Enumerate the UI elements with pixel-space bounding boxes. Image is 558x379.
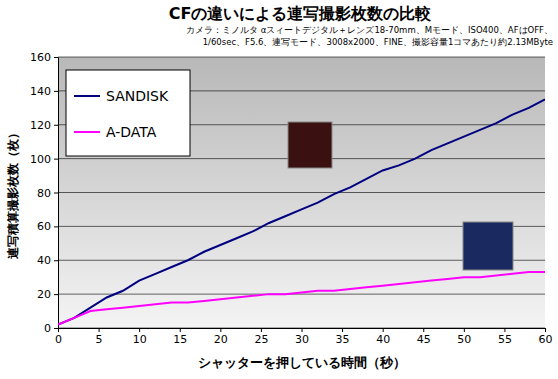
tick-mark — [545, 328, 546, 332]
tick: 120 — [30, 119, 58, 132]
tick-mark — [302, 328, 303, 332]
tick: 40 — [37, 254, 58, 267]
tick-mark — [54, 260, 58, 261]
tick: 20 — [214, 328, 228, 346]
tick-mark — [464, 328, 465, 332]
tick: 50 — [457, 328, 471, 346]
tick: 10 — [133, 328, 147, 346]
grid-line — [58, 294, 545, 295]
tick-mark — [54, 328, 58, 329]
tick: 0 — [55, 328, 62, 346]
tick: 100 — [30, 153, 58, 166]
tick-mark — [504, 328, 505, 332]
tick-label: 120 — [30, 119, 51, 132]
tick: 25 — [254, 328, 268, 346]
tick: 140 — [30, 85, 58, 98]
tick-label: 35 — [336, 333, 350, 346]
x-axis-label: シャッターを押している時間（秒） — [198, 355, 406, 370]
tick-label: 40 — [37, 254, 51, 267]
tick-mark — [54, 159, 58, 160]
tick-mark — [342, 328, 343, 332]
subtitle: 1/60sec、F5.6、連写モード、3008x2000、FINE、撮影容量1コ… — [203, 37, 553, 47]
axis-line — [59, 329, 546, 333]
tick-label: 40 — [376, 333, 390, 346]
legend: SANDISK A-DATA — [66, 70, 190, 156]
tick-label: 10 — [133, 333, 147, 346]
tick-label: 80 — [37, 187, 51, 200]
tick-mark — [220, 328, 221, 332]
tick: 0 — [44, 322, 58, 335]
tick-label: 5 — [96, 333, 103, 346]
card-icon — [288, 122, 332, 168]
tick-label: 60 — [539, 333, 553, 346]
tick-label: 0 — [44, 322, 51, 335]
tick-label: 0 — [55, 333, 62, 346]
tick: 30 — [295, 328, 309, 346]
tick: 60 — [539, 328, 553, 346]
tick-mark — [54, 294, 58, 295]
x-axis: 0 5 10 15 20 25 30 35 40 45 50 55 60 — [55, 328, 553, 346]
tick: 40 — [376, 328, 390, 346]
grid-line — [58, 192, 545, 193]
tick-label: 45 — [417, 333, 431, 346]
tick-mark — [180, 328, 181, 332]
legend-label: A-DATA — [106, 124, 157, 140]
tick-mark — [54, 91, 58, 92]
plot-background — [58, 57, 545, 328]
legend-swatch — [74, 131, 100, 133]
tick: 35 — [336, 328, 350, 346]
tick-label: 100 — [30, 153, 51, 166]
grid-line — [58, 57, 545, 58]
series-lines — [58, 99, 545, 324]
tick: 15 — [173, 328, 187, 346]
series-line — [58, 99, 545, 324]
axis-line — [54, 58, 59, 329]
legend-swatch — [74, 95, 100, 97]
tick-mark — [383, 328, 384, 332]
tick-mark — [139, 328, 140, 332]
series-line — [58, 272, 545, 325]
card-icon — [463, 222, 513, 270]
tick-label: 50 — [457, 333, 471, 346]
tick-label: 15 — [173, 333, 187, 346]
tick: 60 — [37, 220, 58, 233]
decoration — [288, 122, 513, 270]
tick-label: 140 — [30, 85, 51, 98]
title: CFの違いによる連写撮影枚数の比較 — [169, 4, 433, 23]
tick: 20 — [37, 288, 58, 301]
tick-mark — [261, 328, 262, 332]
tick-label: 55 — [498, 333, 512, 346]
legend-label: SANDISK — [106, 88, 169, 104]
tick-mark — [54, 125, 58, 126]
tick-mark — [99, 328, 100, 332]
tick-mark — [54, 226, 58, 227]
tick: 55 — [498, 328, 512, 346]
tick-label: 25 — [254, 333, 268, 346]
grid — [58, 57, 545, 328]
tick: 160 — [30, 51, 58, 64]
y-axis: 0 20 40 60 80 100 120 140 160 — [30, 51, 59, 335]
tick-mark — [423, 328, 424, 332]
tick: 80 — [37, 187, 58, 200]
tick-label: 20 — [37, 288, 51, 301]
subtitle: カメラ：ミノルタ αスィートデジタル＋レンズ18-70mm、Mモード、ISO40… — [186, 25, 553, 35]
tick-mark — [54, 193, 58, 194]
tick: 5 — [96, 328, 103, 346]
chart: CFの違いによる連写撮影枚数の比較カメラ：ミノルタ αスィートデジタル＋レンズ1… — [0, 0, 558, 379]
tick-mark — [54, 57, 58, 58]
tick-label: 60 — [37, 220, 51, 233]
tick: 45 — [417, 328, 431, 346]
tick-label: 160 — [30, 51, 51, 64]
y-axis-label: 連写積算撮影枚数（枚） — [6, 127, 20, 260]
tick-label: 30 — [295, 333, 309, 346]
tick-label: 20 — [214, 333, 228, 346]
legend-box — [66, 70, 190, 156]
